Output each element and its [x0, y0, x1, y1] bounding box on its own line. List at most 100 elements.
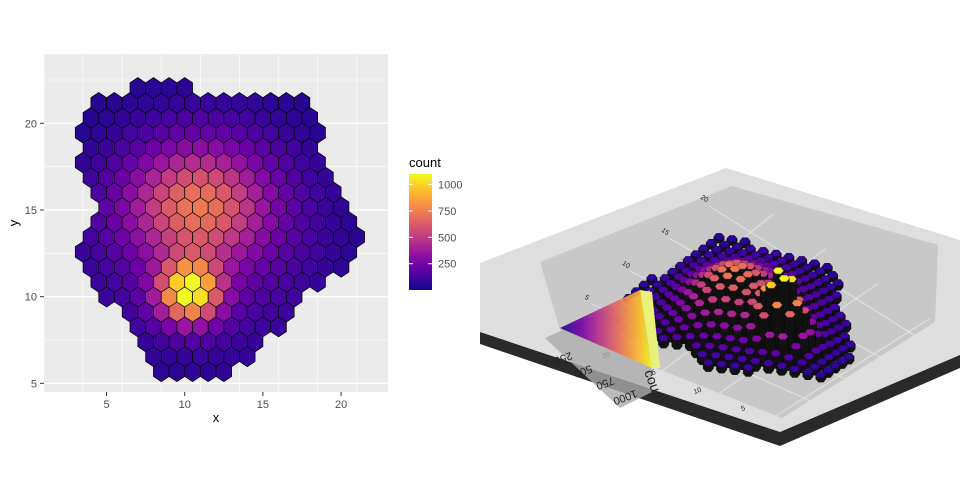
hex-column-top	[751, 336, 761, 342]
hex-column-top	[797, 359, 807, 365]
hex-column-top	[673, 316, 683, 322]
hex-column	[816, 372, 826, 383]
hex-column-top	[691, 251, 701, 257]
hex-column-top	[746, 323, 756, 329]
hex-column-top	[679, 324, 689, 330]
hex-column-top	[697, 351, 707, 357]
y-tick-label: 20	[25, 118, 37, 130]
hex-column-top	[647, 275, 657, 281]
hex-column-top	[779, 275, 789, 281]
hex-column-top	[725, 335, 735, 341]
hex-column-top	[743, 364, 753, 370]
hex-column-top	[725, 248, 735, 254]
hex-column-top	[716, 361, 726, 367]
hex-column-top	[724, 354, 734, 360]
x-axis-ticks: 5 10 15 20	[103, 392, 347, 411]
legend-tick-label: 500	[438, 232, 456, 244]
hex-column-top	[685, 333, 695, 339]
hex-column-top	[735, 276, 745, 282]
hex-column-top	[803, 369, 813, 375]
hex-column-top	[744, 348, 754, 354]
hex-column	[763, 360, 773, 374]
hex-column-top	[727, 311, 737, 317]
hex-column-top	[703, 359, 713, 365]
hex-column-top	[722, 273, 732, 279]
hex-column-top	[730, 266, 740, 272]
hex-column-top	[757, 349, 767, 355]
y-tick-label: 5	[31, 378, 37, 390]
y-tick-label: 15	[25, 205, 37, 217]
hex-column-top	[727, 236, 737, 242]
hex-column-top	[771, 350, 781, 356]
legend-colorbar	[409, 174, 432, 290]
hex-column-top	[654, 313, 664, 319]
figure-canvas: 5 10 15 20 5101520 x y count 2505007501000 …	[0, 0, 960, 480]
hex-column-top	[816, 372, 826, 378]
hex-column-top	[732, 243, 742, 249]
hex-column-top	[693, 322, 703, 328]
hex-column-top	[668, 310, 678, 316]
y-axis-title: y	[6, 219, 21, 226]
hex-column-top	[639, 281, 649, 287]
hex-column-top	[699, 245, 709, 251]
x-tick-label: 10	[179, 399, 191, 411]
hex-column-top	[785, 311, 795, 317]
hex-column-top	[660, 319, 670, 325]
hex-column-top	[804, 353, 814, 359]
hex-column-top	[810, 364, 820, 370]
x-tick-label: 15	[257, 399, 269, 411]
hex-column	[730, 362, 740, 374]
hex-column-top	[732, 325, 742, 331]
hex-column-top	[731, 346, 741, 352]
hex-column-top	[778, 333, 788, 339]
hex-column	[777, 363, 787, 376]
hex-column-top	[765, 332, 775, 338]
hex-column-top	[714, 233, 724, 239]
hex-column-top	[694, 300, 704, 306]
hex-column-top	[687, 313, 697, 319]
hex-column-top	[740, 312, 750, 318]
hex-column-top	[709, 275, 719, 281]
hex-column-top	[790, 366, 800, 372]
hex-column-top	[715, 283, 725, 289]
hex-column-top	[753, 303, 763, 309]
hex-column	[658, 335, 668, 348]
hex-column-top	[737, 356, 747, 362]
hex-column-top	[772, 302, 782, 308]
hex-column	[672, 334, 682, 350]
x-axis-title: x	[213, 410, 220, 425]
hex-column-top	[712, 246, 722, 252]
hex-column-top	[817, 359, 827, 365]
legend-tick-label: 750	[438, 206, 456, 218]
legend-tick-label: 250	[438, 259, 456, 271]
hex-column-top	[718, 344, 728, 350]
x-tick-label: 5	[103, 399, 109, 411]
legend-title: count	[409, 155, 441, 170]
hex-column-top	[728, 285, 738, 291]
hex-column-top	[721, 296, 731, 302]
hex-column-top	[704, 343, 714, 349]
hex-column-top	[740, 238, 750, 244]
y-axis-ticks: 5 10 15 20	[25, 118, 44, 390]
hex-column-top	[763, 360, 773, 366]
hex-column-top	[750, 358, 760, 364]
hex-column	[743, 364, 753, 376]
hex-column-top	[773, 268, 783, 274]
hex-column	[803, 369, 813, 380]
hex-column-top	[749, 283, 759, 289]
hex-column	[790, 366, 800, 378]
hex-column-top	[798, 333, 808, 339]
hex-column-top	[688, 293, 698, 299]
legend-tick-label: 1000	[438, 180, 462, 192]
hex-column-top	[658, 335, 668, 341]
hex-column-top	[730, 362, 740, 368]
hex-column-top	[738, 337, 748, 343]
hex-column	[716, 361, 726, 373]
hex-column-top	[710, 352, 720, 358]
hex-column-top	[766, 282, 776, 288]
hex-column-top	[792, 300, 802, 306]
hex-column-top	[713, 309, 723, 315]
hex-column-top	[719, 241, 729, 247]
hex-column-top	[734, 299, 744, 305]
